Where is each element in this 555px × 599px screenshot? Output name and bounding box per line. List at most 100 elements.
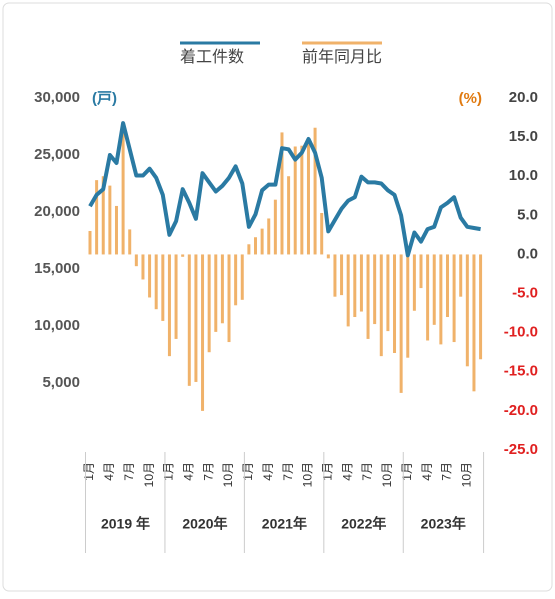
bar [207, 254, 211, 353]
bar [95, 180, 99, 255]
y2-tick-label: -20.0 [504, 402, 538, 419]
y2-tick-label: 5.0 [517, 206, 538, 223]
bar [88, 230, 92, 255]
x-tick-label: 1月 [241, 462, 255, 481]
bar [379, 254, 383, 357]
x-tick-label: 7月 [122, 462, 136, 481]
x-tick-label: 7月 [281, 462, 295, 481]
y-tick-label: 25,000 [34, 146, 80, 163]
x-tick-label: 10月 [221, 462, 235, 487]
x-tick-label: 10月 [301, 462, 315, 487]
x-tick-label: 7月 [360, 462, 374, 481]
x-tick-label: 10月 [460, 462, 474, 487]
bar [300, 145, 304, 255]
y-tick-label: 10,000 [34, 317, 80, 334]
bar [181, 254, 185, 257]
y2-tick-label: -5.0 [512, 285, 538, 302]
right-unit: (%) [459, 90, 482, 107]
bar [459, 254, 463, 297]
bar [247, 244, 251, 255]
bar [293, 146, 297, 255]
x-tick-label: 4月 [340, 462, 354, 481]
bar [386, 254, 390, 332]
x-tick-label: 10月 [142, 462, 156, 487]
bar [287, 176, 291, 255]
x-tick-label: 4月 [420, 462, 434, 481]
y2-tick-label: -15.0 [504, 363, 538, 380]
bar [419, 254, 423, 289]
bar [260, 228, 264, 255]
bar [128, 229, 132, 255]
year-label: 2021年 [262, 516, 307, 532]
y-tick-label: 5,000 [42, 374, 80, 391]
y2-tick-label: 20.0 [509, 89, 538, 106]
bar [306, 141, 310, 255]
bar [234, 254, 238, 306]
bar [393, 254, 397, 354]
bar [220, 254, 224, 324]
x-tick-label: 7月 [201, 462, 215, 481]
bar [174, 254, 178, 339]
bar [108, 185, 112, 255]
x-tick-label: 1月 [162, 462, 176, 481]
y2-tick-label: -10.0 [504, 324, 538, 341]
bar [432, 254, 436, 325]
x-tick-label: 1月 [82, 462, 96, 481]
bar [254, 237, 257, 255]
y-tick-label: 30,000 [34, 89, 80, 106]
bar [187, 254, 191, 386]
year-label: 2019 年 [101, 516, 150, 532]
y2-tick-label: -25.0 [504, 441, 538, 458]
bar [340, 254, 344, 296]
bar [465, 254, 469, 367]
bar [161, 254, 165, 321]
bar [313, 127, 317, 255]
card [2, 2, 553, 592]
bar [134, 254, 138, 267]
bar [366, 254, 370, 339]
line [88, 121, 481, 258]
year-label: 2023年 [421, 516, 466, 532]
bar [194, 254, 198, 382]
bar [406, 254, 410, 358]
year-label: 2020年 [182, 516, 227, 532]
year-label: 2022年 [341, 516, 386, 532]
x-tick-label: 4月 [181, 462, 195, 481]
bar [167, 254, 171, 357]
bar [439, 254, 443, 345]
y-tick-label: 20,000 [34, 203, 80, 220]
bar [472, 254, 476, 392]
bar [445, 254, 449, 318]
left-unit: (戸) [92, 90, 117, 107]
bar [399, 254, 403, 393]
bar [346, 254, 350, 327]
bar [267, 218, 271, 255]
x-tick-label: 4月 [261, 462, 275, 481]
y2-tick-label: 10.0 [509, 167, 538, 184]
bar [452, 254, 456, 343]
y2-tick-label: 15.0 [509, 128, 538, 145]
bar [121, 129, 125, 255]
bar [273, 199, 277, 255]
bar [214, 254, 218, 332]
bar [154, 254, 158, 310]
bar [320, 212, 324, 255]
bar [201, 254, 205, 411]
bar [280, 132, 284, 255]
y2-tick-label: 0.0 [517, 245, 538, 262]
bar [141, 254, 145, 280]
bar [373, 254, 377, 325]
bar [412, 254, 416, 311]
bar [333, 254, 337, 297]
bar [426, 254, 430, 341]
legend-label: 前年同月比 [302, 48, 382, 66]
x-tick-label: 1月 [400, 462, 414, 481]
bar [326, 254, 330, 259]
legend: 着工件数 前年同月比 [180, 41, 382, 66]
x-tick-label: 7月 [440, 462, 454, 481]
bar [101, 176, 105, 255]
bar [227, 254, 231, 343]
bar [353, 254, 357, 318]
x-tick-label: 4月 [102, 462, 116, 481]
